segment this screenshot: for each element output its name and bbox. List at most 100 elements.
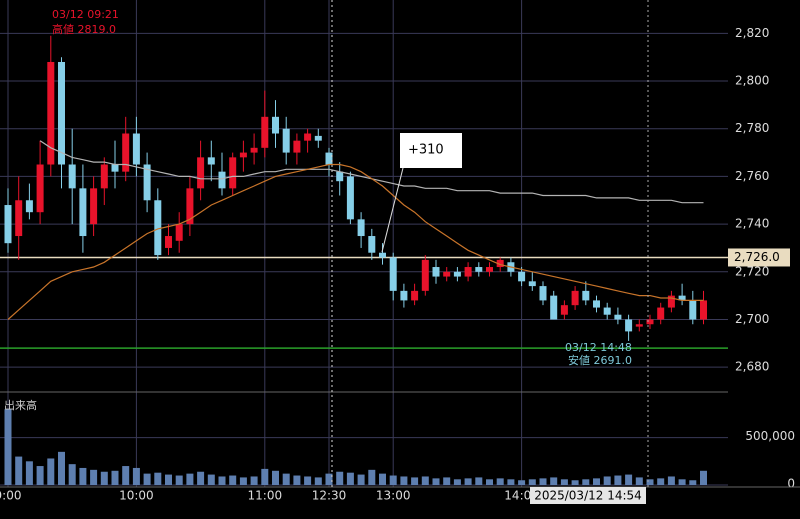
candle-body [657,307,665,320]
candle-body [154,200,162,256]
x-tick-label: 12:30 [312,489,347,503]
candle-body [486,267,493,272]
measure-text: +310 [408,143,444,158]
volume-bar [261,468,269,485]
candle-body [25,200,33,213]
candle-body [346,176,354,220]
volume-bar [239,477,247,485]
candle-body [603,307,611,315]
volume-bar [4,409,12,485]
volume-bar [186,473,194,485]
candle-body [282,128,290,153]
volume-bar [132,467,140,485]
candle-body [90,188,98,225]
candle-body [100,164,108,189]
volume-bar [100,471,108,485]
volume-bar [357,474,365,485]
volume-bar [15,456,23,485]
volume-bar [475,477,483,485]
candle-body [314,135,322,141]
candle-body [518,271,526,282]
volume-bar [218,476,226,485]
volume-bar [25,461,33,485]
candle-body [379,252,386,258]
candle-body [432,267,440,277]
volume-bar [464,478,472,485]
candle-body [15,200,23,237]
volume-bar [90,469,98,485]
candle-body [560,305,568,315]
candle-body [667,295,675,308]
volume-bar [197,471,205,485]
volume-bar [165,474,172,485]
volume-bar [79,467,87,485]
average-line [7,163,704,320]
candle-body [186,188,194,225]
candle-body [304,133,312,141]
candle-body [239,152,247,158]
x-tick-label: 11:00 [248,489,283,503]
measure-line [381,167,404,253]
volume-bar [518,480,526,485]
candle-body [175,224,183,241]
y-tick-label: 2,720 [735,264,769,278]
volume-bar [678,479,686,485]
volume-bar [635,477,643,485]
candle-body [143,164,151,201]
high-note-time: 03/12 09:21 [52,8,119,21]
candle-body [646,319,654,325]
y-tick-label: 2,740 [735,217,769,231]
volume-bar [207,474,215,485]
candle-body [593,300,600,308]
volume-bar [154,472,162,485]
volume-bar [282,473,290,485]
candle-body [635,324,643,327]
volume-bar [539,478,547,485]
volume-bar [625,474,633,485]
price-label: 2,726.0 [734,250,780,264]
candle-body [443,271,451,277]
volume-bar [389,475,397,485]
volume-bar [560,479,568,485]
candle-body [47,61,55,165]
volume-bar [143,473,151,485]
candle-body [36,164,44,213]
low-note-time: 03/12 14:48 [565,341,632,354]
candle-body [207,157,215,165]
candle-body [678,295,686,301]
candle-body [132,133,140,165]
volume-bar [272,470,279,485]
volume-bar [614,475,622,485]
candle-body [165,236,172,248]
volume-bar [400,476,408,485]
volume-bar [314,477,322,485]
candle-body [58,61,65,165]
candle-body [582,290,590,301]
volume-bar [325,473,333,485]
volume-bar [368,469,376,485]
volume-bar [550,477,558,485]
candle-body [357,219,365,237]
volume-bar [443,477,451,485]
y-tick-label: 2,680 [735,360,769,374]
measure-box [400,133,462,168]
volume-bar [657,478,665,485]
volume-bar [421,476,429,485]
candle-body [689,300,697,320]
y-tick-label: 2,800 [735,74,769,88]
volume-bar [411,477,419,485]
candle-body [293,140,301,153]
candle-body [4,205,12,244]
candle-body [421,259,429,291]
volume-bar [336,471,344,485]
volume-bar [507,479,515,485]
candle-body [411,290,419,301]
candle-body [229,157,237,189]
candle-body [528,281,536,287]
candle-body [550,295,558,320]
volume-bar [68,464,76,485]
volume-bar [603,476,611,485]
volume-bar [36,466,44,485]
